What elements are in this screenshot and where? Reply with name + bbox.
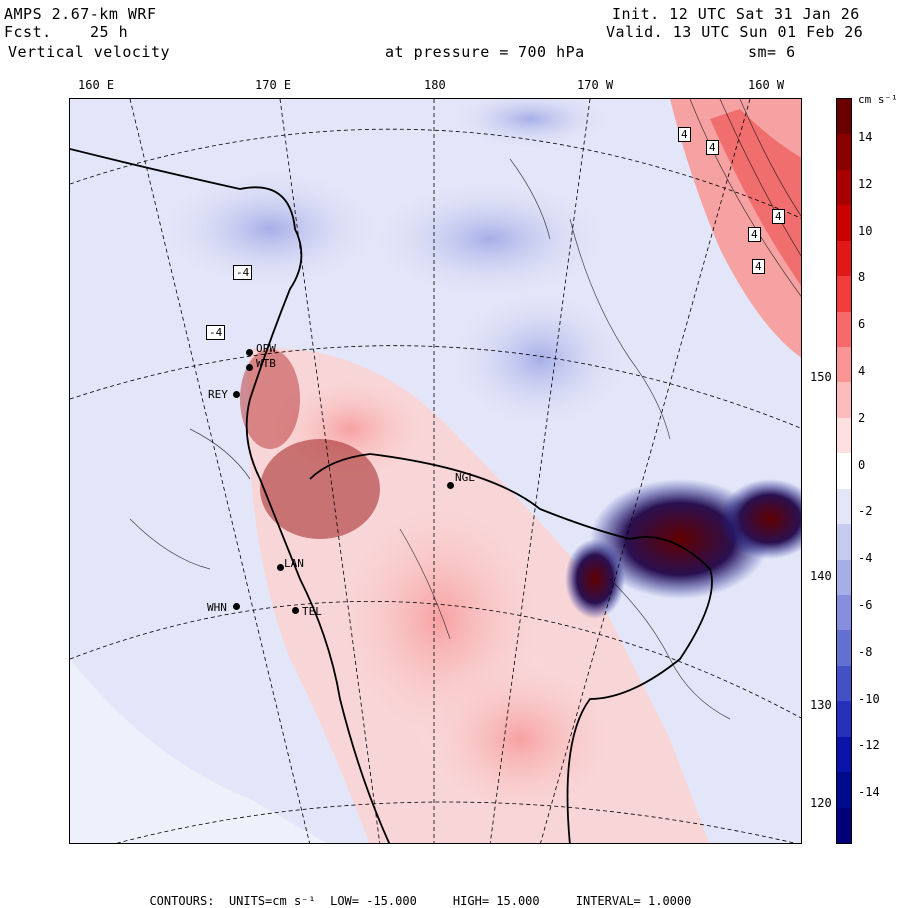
colorbar-segment — [837, 347, 851, 383]
pressure-value: 700 hPa — [518, 43, 585, 61]
colorbar-segment — [837, 205, 851, 242]
colorbar-units: cm s⁻¹ — [858, 93, 898, 106]
field-name: Vertical velocity — [8, 43, 171, 61]
station-label-wtb: WTB — [256, 357, 276, 370]
colorbar-segment — [837, 524, 851, 561]
colorbar-tick-label: -14 — [858, 785, 880, 800]
colorbar-segment — [837, 488, 851, 525]
colorbar-tick-label: 6 — [858, 317, 866, 332]
station-marker-tel[interactable] — [292, 607, 299, 614]
contour-label: 4 — [678, 127, 691, 142]
coastline — [70, 148, 713, 843]
colorbar-tick-label: -2 — [858, 504, 873, 519]
map-canvas — [70, 99, 801, 843]
lon-label-160w: 160 W — [748, 78, 785, 92]
station-marker-wtb[interactable] — [246, 364, 253, 371]
contour-label: 4 — [748, 227, 761, 242]
station-label-lan: LAN — [284, 557, 304, 570]
footer-interval: INTERVAL= 1.0000 — [575, 894, 692, 908]
footer-units: UNITS=cm s⁻¹ — [228, 894, 316, 908]
colorbar-segment — [837, 240, 851, 277]
red-band-core — [710, 109, 801, 286]
lower-left-field — [70, 659, 327, 843]
colorbar-segment — [837, 736, 851, 773]
forecast-label: Fcst. — [4, 23, 52, 41]
map-panel[interactable]: 4 4 4 4 4 -4 -4 OPW WTB REY NGL LAN WHN … — [69, 98, 802, 844]
blue-blob — [370, 179, 610, 299]
lon-label-180: 180 — [424, 78, 446, 92]
footer-low: LOW= -15.000 — [330, 894, 417, 908]
model-title: AMPS 2.67-km WRF — [4, 5, 157, 23]
blue-blob — [450, 289, 630, 429]
station-marker-whn[interactable] — [233, 603, 240, 610]
station-marker-lan[interactable] — [277, 564, 284, 571]
convective-cell — [565, 539, 625, 619]
lon-label-160e: 160 E — [78, 78, 115, 92]
station-label-whn: WHN — [207, 601, 227, 614]
contour-label: 4 — [772, 209, 785, 224]
station-label-tel: TEL — [302, 605, 322, 618]
colorbar-segment — [837, 807, 851, 844]
colorbar-tick-label: -4 — [858, 551, 873, 566]
colorbar-tick-label: 10 — [858, 223, 873, 238]
colorbar-tick-label: 2 — [858, 410, 866, 425]
station-label-ngl: NGL — [455, 471, 475, 484]
contour-label: 4 — [706, 140, 719, 155]
colorbar-segment — [837, 453, 851, 490]
valid-time: Valid. 13 UTC Sun 01 Feb 26 — [606, 23, 864, 41]
station-marker-rey[interactable] — [233, 391, 240, 398]
convective-cell — [720, 479, 801, 559]
station-marker-opw[interactable] — [246, 349, 253, 356]
colorbar-segment — [837, 311, 851, 348]
forecast-hour: 25 h — [90, 23, 129, 41]
coastal-cells — [240, 349, 300, 449]
colorbar-tick-label: -8 — [858, 644, 873, 659]
init-time: Init. 12 UTC Sat 31 Jan 26 — [612, 5, 860, 23]
colorbar-tick-label: 4 — [858, 364, 866, 378]
colorbar-tick-label: -6 — [858, 598, 873, 612]
pressure-label: at pressure = — [385, 43, 509, 61]
colorbar — [836, 98, 852, 844]
red-blob — [410, 649, 630, 829]
footer: CONTOURS: UNITS=cm s⁻¹ LOW= -15.000 HIGH… — [135, 880, 691, 908]
colorbar-segment — [837, 382, 851, 419]
contour-label: 4 — [752, 259, 765, 274]
colorbar-tick-label: 12 — [858, 176, 873, 191]
colorbar-segment — [837, 595, 851, 631]
colorbar-segment — [837, 134, 851, 171]
footer-contours: CONTOURS: — [149, 894, 215, 908]
coastal-cells — [260, 439, 380, 539]
colorbar-tick-label: 8 — [858, 270, 866, 285]
graticule — [70, 99, 801, 843]
contour-label: -4 — [233, 265, 253, 280]
smoothing-value: sm= 6 — [748, 43, 796, 61]
colorbar-segment — [837, 276, 851, 313]
contour-lines — [129, 99, 801, 720]
station-marker-ngl[interactable] — [447, 482, 454, 489]
footer-high: HIGH= 15.000 — [452, 894, 540, 908]
lon-label-170w: 170 W — [577, 78, 614, 92]
lon-label-170e: 170 E — [255, 78, 292, 92]
colorbar-tick-label: 0 — [858, 457, 866, 472]
colorbar-segment — [837, 665, 851, 702]
colorbar-tick-label: -12 — [858, 738, 880, 753]
colorbar-segment — [837, 417, 851, 454]
blue-blob — [160, 169, 380, 289]
colorbar-segment — [837, 169, 851, 206]
colorbar-tick-label: -10 — [858, 691, 880, 706]
contour-label: -4 — [206, 325, 226, 340]
colorbar-segment — [837, 559, 851, 596]
colorbar-segment — [837, 701, 851, 738]
station-label-rey: REY — [208, 388, 228, 401]
colorbar-segment — [837, 99, 851, 135]
station-label-opw: OPW — [256, 342, 276, 355]
colorbar-segment — [837, 630, 851, 667]
blue-blob — [450, 99, 610, 149]
colorbar-segment — [837, 772, 851, 809]
colorbar-tick-label: 14 — [858, 130, 873, 144]
